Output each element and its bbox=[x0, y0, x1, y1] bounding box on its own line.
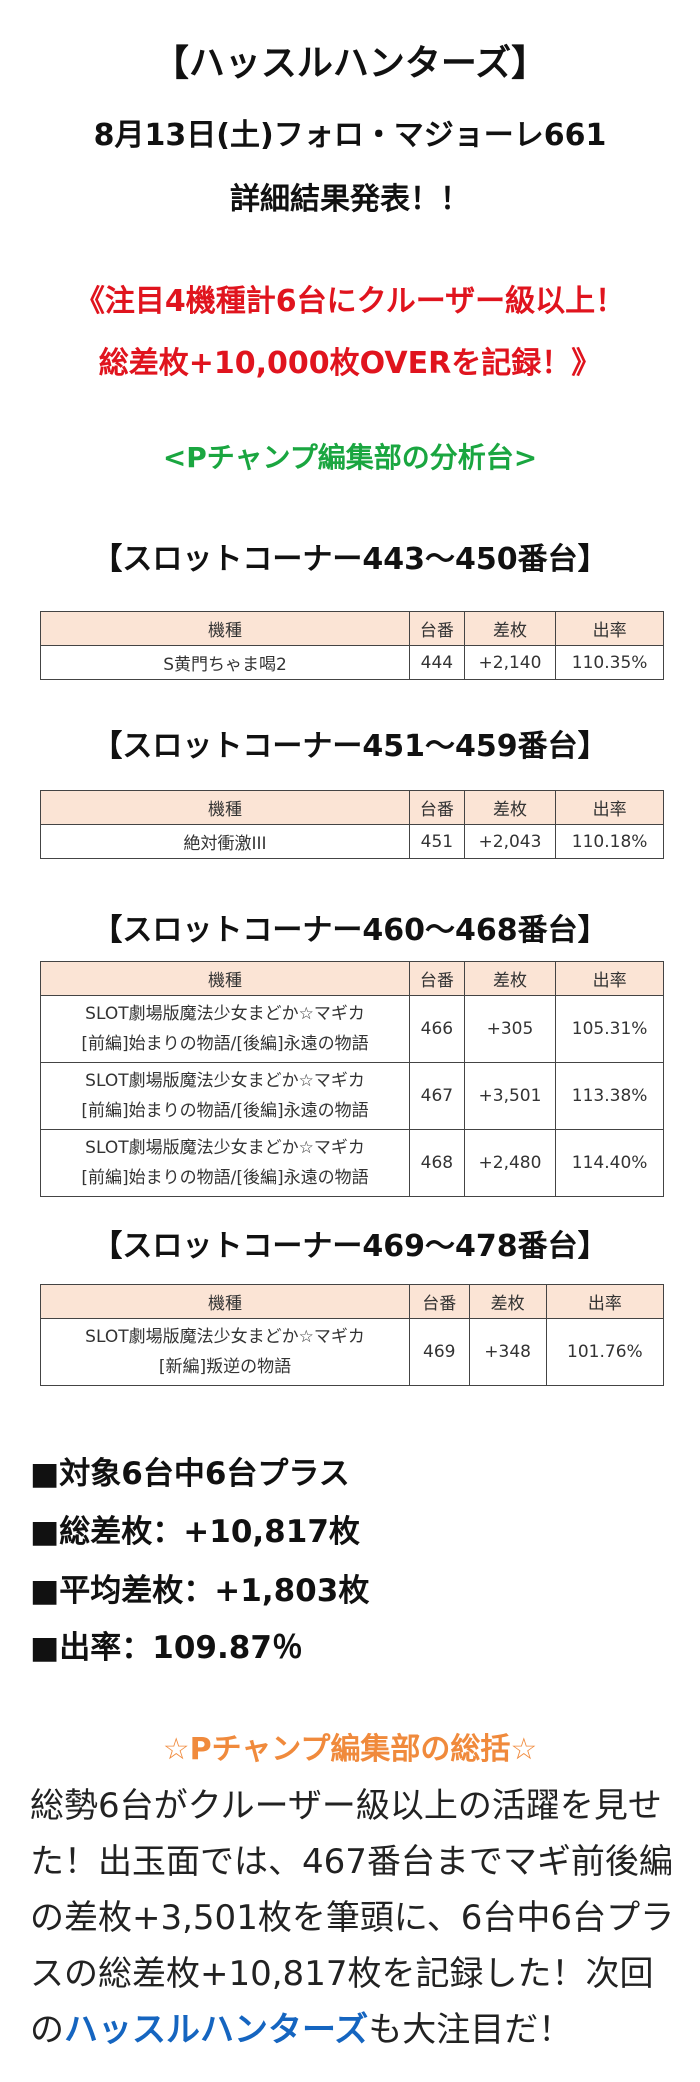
table-cell: 468 bbox=[409, 1129, 465, 1197]
header-row: 機種 台番 差枚 出率 bbox=[40, 961, 664, 996]
column-header: 機種 bbox=[40, 790, 410, 825]
machine-name: S黄門ちゃま喝2 bbox=[163, 655, 287, 675]
column-header: 出率 bbox=[555, 961, 664, 996]
highlight-line: 《注目4機種計6台にクルーザー級以上！ bbox=[74, 284, 626, 319]
section-heading: 【スロットコーナー469〜478番台】 bbox=[92, 1229, 608, 1264]
review-emphasis: ハッスルハンターズ bbox=[64, 2010, 369, 2050]
column-header: 出率 bbox=[545, 1284, 665, 1319]
header-row: 機種 台番 差枚 出率 bbox=[40, 790, 664, 825]
machine-name: SLOT劇場版魔法少女まどか☆マギカ bbox=[85, 1327, 365, 1347]
machine-name: SLOT劇場版魔法少女まどか☆マギカ bbox=[85, 1004, 365, 1024]
machine-cell: S黄門ちゃま喝2 bbox=[40, 645, 410, 680]
column-header: 差枚 bbox=[468, 1284, 547, 1319]
machine-name: [前編]始まりの物語/[後編]永遠の物語 bbox=[81, 1034, 369, 1054]
review-text: 総勢6台がクルーザー級以上の活躍を見せた！出玉面では、467番台までマギ前後編の… bbox=[30, 1778, 680, 2058]
analysis-heading: <Pチャンプ編集部の分析台> bbox=[162, 441, 538, 474]
section-heading: 【スロットコーナー443〜450番台】 bbox=[92, 542, 608, 577]
table-row: SLOT劇場版魔法少女まどか☆マギカ [前編]始まりの物語/[後編]永遠の物語 46… bbox=[40, 1062, 664, 1130]
column-header: 台番 bbox=[409, 790, 465, 825]
machine-cell: 絶対衝激III bbox=[40, 824, 410, 859]
table-cell: +3,501 bbox=[463, 1062, 557, 1130]
column-header: 機種 bbox=[40, 961, 410, 996]
section-heading: 【スロットコーナー460〜468番台】 bbox=[92, 913, 608, 948]
result-table: 機種 台番 差枚 出率 SLOT劇場版魔法少女まどか☆マギカ [新編]叛逆の物語 469 +3… bbox=[40, 1284, 665, 1386]
machine-cell: SLOT劇場版魔法少女まどか☆マギカ [新編]叛逆の物語 bbox=[40, 1318, 410, 1386]
title: 【ハッスルハンターズ】 bbox=[152, 43, 548, 84]
table-row: SLOT劇場版魔法少女まどか☆マギカ [前編]始まりの物語/[後編]永遠の物語 46… bbox=[40, 995, 664, 1063]
table-cell: 466 bbox=[409, 995, 465, 1063]
table-cell: 101.76% bbox=[545, 1318, 665, 1386]
column-header: 差枚 bbox=[463, 961, 557, 996]
summary-line: ■総差枚：+10,817枚 bbox=[30, 1514, 360, 1550]
machine-name: 絶対衝激III bbox=[183, 834, 267, 854]
table-cell: 110.35% bbox=[555, 645, 664, 680]
table-cell: 105.31% bbox=[555, 995, 664, 1063]
column-header: 台番 bbox=[409, 961, 465, 996]
table-cell: 114.40% bbox=[555, 1129, 664, 1197]
table-cell: 110.18% bbox=[555, 824, 664, 859]
review-end: も大注目だ！ bbox=[368, 2010, 573, 2050]
table-cell: +348 bbox=[468, 1318, 547, 1386]
table-cell: +2,480 bbox=[463, 1129, 557, 1197]
table-cell: 113.38% bbox=[555, 1062, 664, 1130]
column-header: 台番 bbox=[409, 611, 465, 646]
table-cell: +305 bbox=[463, 995, 557, 1063]
column-header: 差枚 bbox=[463, 611, 557, 646]
summary-line: ■平均差枚：+1,803枚 bbox=[30, 1573, 370, 1609]
column-header: 機種 bbox=[40, 611, 410, 646]
table-cell: +2,043 bbox=[463, 824, 557, 859]
summary-line: ■対象6台中6台プラス bbox=[30, 1456, 350, 1492]
summary-line: ■出率：109.87％ bbox=[30, 1630, 303, 1666]
column-header: 出率 bbox=[555, 611, 664, 646]
review-body: 総勢6台がクルーザー級以上の活躍を見せた！出玉面では、467番台までマギ前後編の… bbox=[30, 1786, 675, 2050]
machine-cell: SLOT劇場版魔法少女まどか☆マギカ [前編]始まりの物語/[後編]永遠の物語 bbox=[40, 1129, 410, 1197]
date-line: 8月13日(土)フォロ・マジョーレ661 bbox=[93, 118, 607, 153]
machine-cell: SLOT劇場版魔法少女まどか☆マギカ [前編]始まりの物語/[後編]永遠の物語 bbox=[40, 995, 410, 1063]
table-cell: 467 bbox=[409, 1062, 465, 1130]
table-cell: +2,140 bbox=[463, 645, 557, 680]
column-header: 差枚 bbox=[463, 790, 557, 825]
table-cell: 469 bbox=[409, 1318, 470, 1386]
table-cell: 444 bbox=[409, 645, 465, 680]
subtitle: 詳細結果発表！！ bbox=[230, 182, 470, 217]
result-table: 機種 台番 差枚 出率 SLOT劇場版魔法少女まどか☆マギカ [前編]始まりの物語/[後編… bbox=[40, 961, 664, 1197]
result-table: 機種 台番 差枚 出率 S黄門ちゃま喝2 444 +2,140 110.35% bbox=[40, 611, 664, 680]
table-row: 絶対衝激III 451 +2,043 110.18% bbox=[40, 824, 664, 859]
highlight-line: 総差枚+10,000枚OVERを記録！》 bbox=[98, 346, 602, 381]
machine-name: [新編]叛逆の物語 bbox=[158, 1357, 292, 1377]
table-row: S黄門ちゃま喝2 444 +2,140 110.35% bbox=[40, 645, 664, 680]
header-row: 機種 台番 差枚 出率 bbox=[40, 1284, 665, 1319]
machine-name: [前編]始まりの物語/[後編]永遠の物語 bbox=[81, 1101, 369, 1121]
section-heading: 【スロットコーナー451〜459番台】 bbox=[92, 729, 608, 764]
review-title: ☆Pチャンプ編集部の総括☆ bbox=[162, 1732, 538, 1767]
machine-name: [前編]始まりの物語/[後編]永遠の物語 bbox=[81, 1168, 369, 1188]
column-header: 台番 bbox=[409, 1284, 470, 1319]
result-table: 機種 台番 差枚 出率絶対衝激III 451 +2,043 110.18% bbox=[40, 790, 664, 859]
table-cell: 451 bbox=[409, 824, 465, 859]
table-row: SLOT劇場版魔法少女まどか☆マギカ [前編]始まりの物語/[後編]永遠の物語 46… bbox=[40, 1129, 664, 1197]
machine-cell: SLOT劇場版魔法少女まどか☆マギカ [前編]始まりの物語/[後編]永遠の物語 bbox=[40, 1062, 410, 1130]
machine-name: SLOT劇場版魔法少女まどか☆マギカ bbox=[85, 1071, 365, 1091]
column-header: 機種 bbox=[40, 1284, 410, 1319]
table-row: SLOT劇場版魔法少女まどか☆マギカ [新編]叛逆の物語 469 +348 101.76… bbox=[40, 1318, 665, 1386]
header-row: 機種 台番 差枚 出率 bbox=[40, 611, 664, 646]
column-header: 出率 bbox=[555, 790, 664, 825]
machine-name: SLOT劇場版魔法少女まどか☆マギカ bbox=[85, 1138, 365, 1158]
